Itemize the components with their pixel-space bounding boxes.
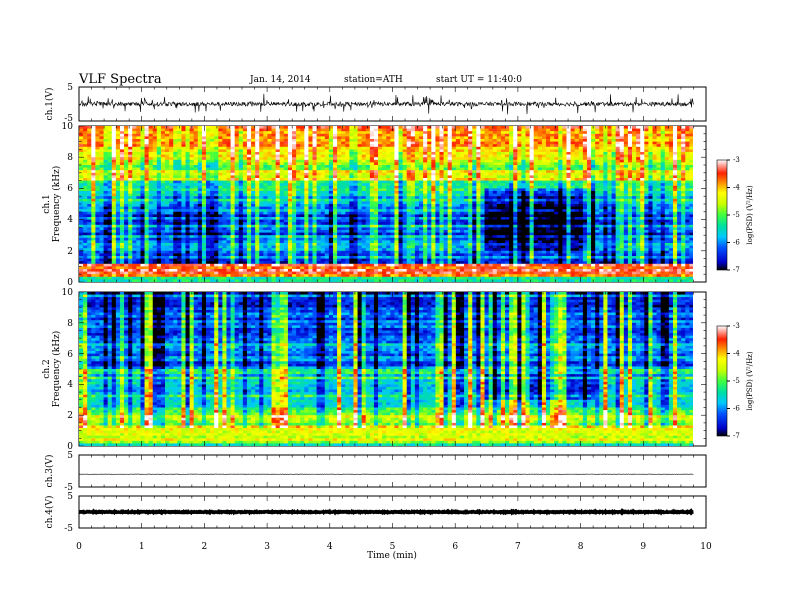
ch1-colorbar-ticks: -3 -4 -5 -6 -7 [727,156,740,274]
cb1-tick: -3 [733,156,740,164]
ch1-colorbar-label: log(PSD) (V²/Hz) [746,185,754,244]
xtick-label: 9 [640,542,646,552]
ch1-ytick: 8 [67,153,73,163]
ch1-colorbar [716,159,728,271]
date-label: Jan. 14, 2014 [250,75,311,85]
ch1-spectrogram-yticks: 0 2 4 6 8 10 [62,122,74,288]
station-label: station=ATH [344,75,403,85]
ch1-spectrogram-heatmap [79,126,693,282]
ch2-ytick: 2 [67,411,73,421]
ch4-waveform [78,508,694,516]
start-time-label: start UT = 11:40:0 [436,75,522,85]
ch1-waveform [78,93,694,115]
ch4-wave-ytick-top: 5 [67,492,73,502]
cb2-tick: -4 [733,350,740,358]
ch2-ytick: 6 [67,350,73,360]
ch2-spectrogram-yticks: 0 2 4 6 8 10 [62,288,74,452]
ch1-frequency-ylabel: Frequency (kHz) [51,166,62,243]
ch1-ytick: 6 [67,184,73,194]
xtick-label: 4 [327,542,333,552]
ch1-ytick: 4 [67,215,73,225]
ch2-ytick: 4 [67,380,73,390]
ch2-colorbar [716,325,728,437]
cb2-tick: -7 [733,432,740,440]
ch1-wave-ylabel: ch.1(V) [44,88,55,121]
xtick-label: 8 [578,542,584,552]
xtick-label: 5 [390,542,396,552]
ch3-wave-ytick-bottom: -5 [64,483,73,493]
ch2-channel-label: ch.2 [42,359,52,378]
ch2-colorbar-ticks: -3 -4 -5 -6 -7 [727,322,740,440]
ch2-frequency-ylabel: Frequency (kHz) [51,331,62,408]
ch2-ytick: 10 [62,288,74,298]
cb1-tick: -4 [733,184,740,192]
ch2-colorbar-label: log(PSD) (V²/Hz) [746,351,754,410]
xtick-label: 7 [515,542,521,552]
ch1-ytick: 10 [62,122,74,132]
xtick-label: 1 [139,542,145,552]
time-xlabel: Time (min) [367,550,417,561]
ch1-ytick: 2 [67,247,73,257]
xtick-label: 10 [700,542,712,552]
ch4-wave-ytick-bottom: -5 [64,524,73,534]
ch1-wave-ytick-top: 5 [67,83,73,93]
xtick-label: 0 [76,542,82,552]
ch2-ytick: 0 [67,442,73,452]
xtick-label: 2 [202,542,208,552]
time-xticks: 0 1 2 3 4 5 6 7 8 9 10 [76,542,712,552]
ch3-wave-ylabel: ch.3(V) [44,455,55,488]
cb2-tick: -3 [733,322,740,330]
ch2-spectrogram-heatmap [79,292,693,446]
axis-ticks [78,87,707,528]
cb1-tick: -6 [733,239,740,247]
ch1-wave-ytick-bottom: -5 [64,114,73,124]
ch1-channel-label: ch.1 [42,194,52,213]
ch4-wave-ylabel: ch.4(V) [44,496,55,529]
ch2-ytick: 8 [67,319,73,329]
cb2-tick: -5 [733,377,740,385]
xtick-label: 3 [264,542,270,552]
xtick-label: 6 [452,542,458,552]
ch3-wave-ytick-top: 5 [67,451,73,461]
cb1-tick: -5 [733,211,740,219]
figure-title: VLF Spectra [79,72,162,87]
cb1-tick: -7 [733,266,740,274]
cb2-tick: -6 [733,405,740,413]
ch1-ytick: 0 [67,278,73,288]
